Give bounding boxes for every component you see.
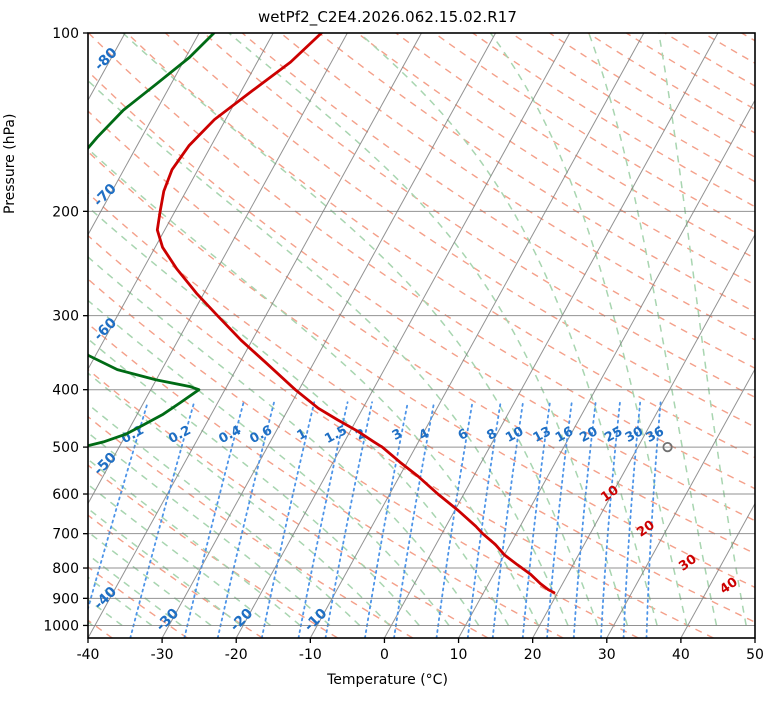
svg-text:-30: -30 [151, 647, 174, 663]
moist-adiabats [88, 33, 747, 627]
temperature-profile [155, 33, 556, 594]
svg-text:-40: -40 [77, 647, 100, 663]
svg-text:10: 10 [450, 647, 468, 663]
svg-text:30: 30 [598, 647, 616, 663]
svg-text:25: 25 [602, 424, 625, 446]
svg-text:30: 30 [623, 424, 646, 446]
svg-text:20: 20 [577, 424, 600, 446]
svg-text:800: 800 [52, 561, 79, 577]
axis-frame [87, 32, 756, 639]
svg-text:13: 13 [531, 424, 554, 446]
svg-text:500: 500 [52, 440, 79, 456]
svg-text:20: 20 [524, 647, 542, 663]
lcl-marker [662, 442, 673, 453]
svg-text:40: 40 [672, 647, 690, 663]
svg-text:16: 16 [553, 424, 576, 446]
svg-text:600: 600 [52, 487, 79, 503]
svg-text:-10: -10 [299, 647, 322, 663]
svg-text:900: 900 [52, 591, 79, 607]
svg-text:100: 100 [52, 26, 79, 42]
page-title: wetPf2_C2E4.2026.062.15.02.R17 [257, 8, 518, 26]
isotherms [88, 33, 755, 638]
svg-text:400: 400 [52, 383, 79, 399]
svg-text:10: 10 [503, 424, 526, 446]
svg-text:1000: 1000 [43, 618, 79, 634]
plot-background [88, 33, 755, 638]
svg-text:700: 700 [52, 527, 79, 543]
dewpoint-profile [88, 33, 216, 448]
svg-text:300: 300 [52, 309, 79, 325]
svg-text:36: 36 [644, 424, 667, 446]
svg-text:-20: -20 [225, 647, 248, 663]
svg-text:50: 50 [746, 647, 764, 663]
x-axis-label: Temperature (°C) [327, 672, 448, 688]
mixing-ratio-lines [88, 401, 662, 638]
svg-text:0: 0 [380, 647, 389, 663]
dry-adiabats [88, 33, 755, 638]
svg-text:200: 200 [52, 204, 79, 220]
